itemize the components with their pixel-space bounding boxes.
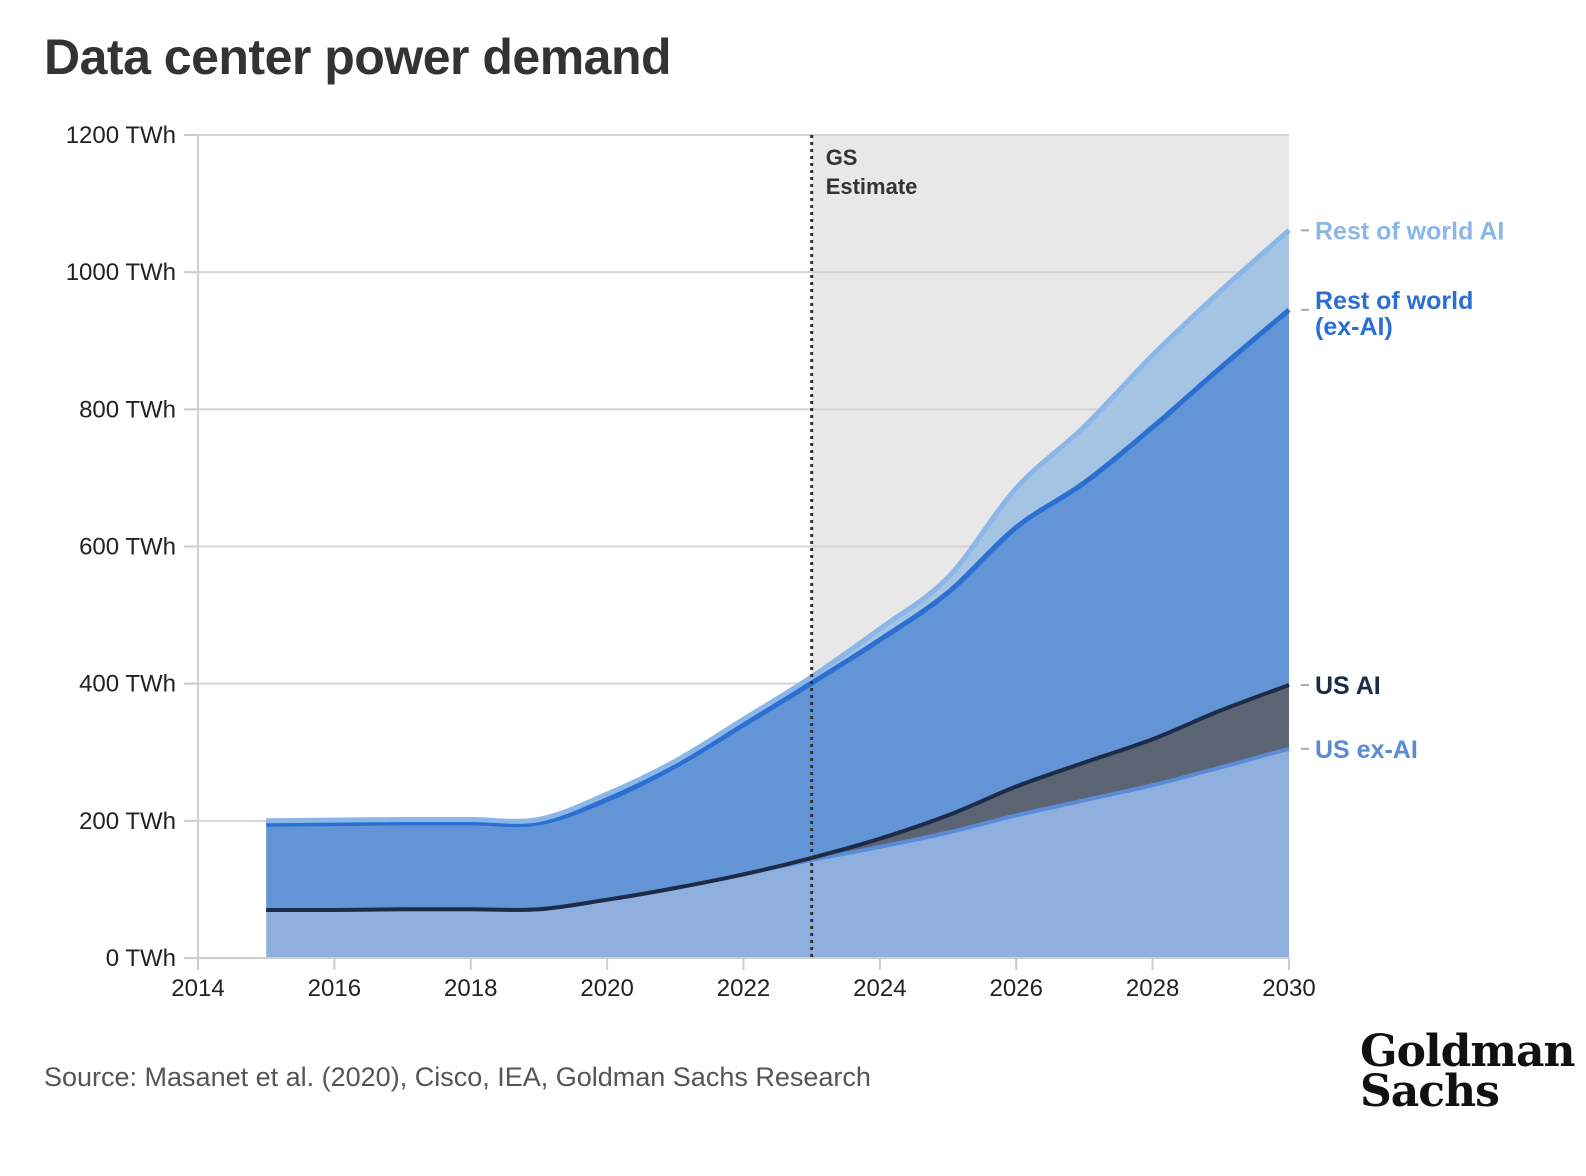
series-lines <box>266 228 1291 913</box>
x-tick-label: 2014 <box>171 975 224 1002</box>
estimate-annotation: GS Estimate <box>810 135 918 958</box>
x-tick-label: 2018 <box>444 975 497 1002</box>
estimate-label: GS <box>826 145 858 170</box>
series-label: Rest of world <box>1315 287 1473 315</box>
area-2 <box>266 309 1289 911</box>
logo-line-1: Goldman <box>1360 1026 1575 1077</box>
x-tick-label: 2020 <box>580 975 633 1002</box>
series-labels: US ex-AI US AI Rest of world(ex-AI) Rest of… <box>1301 217 1504 764</box>
x-tick-label: 2024 <box>853 975 906 1002</box>
y-tick-label: 1000 TWh <box>66 259 176 286</box>
y-tick-label: 800 TWh <box>79 396 176 423</box>
y-tick-label: 0 TWh <box>106 945 176 972</box>
source-note: Source: Masanet et al. (2020), Cisco, IE… <box>44 1062 871 1092</box>
estimate-label: Estimate <box>826 174 918 199</box>
line-3 <box>266 228 1291 824</box>
series-label: Rest of world AI <box>1315 217 1504 245</box>
y-tick-label: 1200 TWh <box>66 122 176 149</box>
area-0 <box>266 748 1289 958</box>
logo-line-2: Sachs <box>1360 1066 1500 1117</box>
goldman-sachs-logo: Goldman Sachs <box>1360 1026 1575 1117</box>
y-tick-label: 400 TWh <box>79 671 176 698</box>
y-tick-label: 200 TWh <box>79 808 176 835</box>
series-label: US AI <box>1315 672 1381 700</box>
x-tick-label: 2026 <box>990 975 1043 1002</box>
axes: 0 TWh 200 TWh 400 TWh 600 TWh 800 TWh 1000 TW… <box>66 122 1316 1002</box>
series-label: (ex-AI) <box>1315 313 1393 341</box>
x-tick-label: 2028 <box>1126 975 1179 1002</box>
line-2 <box>266 307 1291 828</box>
stacked-areas <box>266 230 1289 958</box>
y-tick-label: 600 TWh <box>79 534 176 561</box>
line-1 <box>266 683 1290 913</box>
x-tick-label: 2030 <box>1262 975 1315 1002</box>
x-tick-label: 2022 <box>717 975 770 1002</box>
x-tick-label: 2016 <box>308 975 361 1002</box>
chart-title: Data center power demand <box>44 29 672 85</box>
series-label: US ex-AI <box>1315 736 1418 764</box>
chart-area: 0 TWh 200 TWh 400 TWh 600 TWh 800 TWh 1000 TW… <box>66 122 1505 1002</box>
area-1 <box>266 685 1289 911</box>
